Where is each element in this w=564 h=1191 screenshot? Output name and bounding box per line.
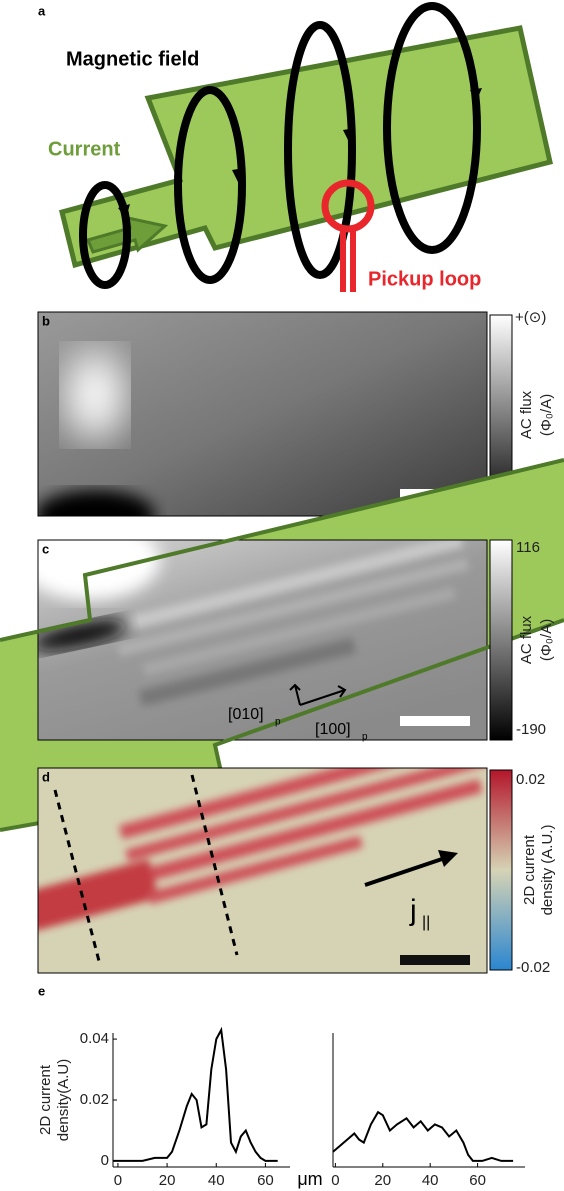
crystal-axes bbox=[289, 683, 347, 706]
scale-bar bbox=[400, 955, 470, 965]
x-tick-label: 0 bbox=[331, 1172, 339, 1189]
colorbar-max: +(⊙) bbox=[515, 309, 546, 326]
colorbar-unit: (Φ₀/A) bbox=[538, 619, 555, 661]
pickup-loop bbox=[321, 179, 375, 292]
y-axis-label: 2D current bbox=[37, 1064, 54, 1135]
colorbar-unit: (Φ₀/A) bbox=[538, 394, 555, 436]
axis-label: [010] bbox=[228, 706, 264, 723]
flux-map bbox=[38, 540, 487, 740]
current-map bbox=[38, 768, 487, 973]
arrow-subscript: || bbox=[422, 914, 430, 931]
colorbar-max: 116 bbox=[516, 539, 540, 556]
arrow-label: j bbox=[409, 894, 417, 927]
panel-d: d j || 0.02 -0.02 2D current density (A.… bbox=[37, 767, 556, 976]
x-tick-label: 60 bbox=[469, 1172, 486, 1189]
x-tick-label: 20 bbox=[374, 1172, 391, 1189]
pickup-label: Pickup loop bbox=[368, 268, 481, 290]
field-loops bbox=[79, 2, 481, 289]
panel-label: d bbox=[42, 769, 50, 784]
y-tick-label: 0.02 bbox=[80, 1091, 109, 1108]
x-tick-label: 40 bbox=[422, 1172, 439, 1189]
colorbar-title: density (A.U.) bbox=[539, 825, 556, 916]
line bbox=[332, 1110, 514, 1162]
sample-shape bbox=[58, 25, 553, 269]
colorbar-title: 2D current bbox=[521, 834, 538, 905]
colorbar-min: -190 bbox=[516, 721, 546, 738]
colorbar-min: -0.02 bbox=[516, 959, 550, 976]
panel-label: e bbox=[38, 983, 45, 998]
panel-label: a bbox=[38, 3, 46, 18]
colorbar bbox=[489, 539, 513, 741]
y-tick-label: 0.04 bbox=[80, 1030, 109, 1047]
panel-c: c [010] p [100] p 116 -190 AC flux (Φ₀/A… bbox=[0, 458, 564, 832]
y-axis-label: density(A.U) bbox=[55, 1059, 72, 1142]
x-tick-label: 0 bbox=[114, 1172, 122, 1189]
colorbar-max: 0.02 bbox=[516, 771, 545, 788]
colorbar-title: AC flux bbox=[518, 615, 535, 664]
x-tick-label: 20 bbox=[159, 1172, 176, 1189]
field-arrowheads bbox=[118, 88, 482, 218]
x-axis-label: μm bbox=[297, 1169, 322, 1189]
colorbar bbox=[489, 769, 513, 971]
line bbox=[113, 1026, 278, 1162]
cut-lines bbox=[53, 774, 239, 966]
x-tick-label: 40 bbox=[208, 1172, 225, 1189]
panel-a: a Magnetic field Current Pickup loop bbox=[38, 2, 553, 292]
axis-label: [100] bbox=[315, 721, 351, 738]
colorbar-title: AC flux bbox=[518, 390, 535, 439]
panel-label: c bbox=[42, 541, 49, 556]
flux-map bbox=[38, 312, 487, 516]
current-label: Current bbox=[48, 138, 121, 160]
field-label: Magnetic field bbox=[66, 48, 199, 70]
current-arrow bbox=[364, 850, 458, 887]
y-tick-label: 0 bbox=[101, 1152, 109, 1169]
axis-subscript: p bbox=[362, 732, 368, 743]
x-tick-label: 60 bbox=[257, 1172, 274, 1189]
panel-b: b +(⊙) -(⊗) AC flux (Φ₀/A) bbox=[37, 309, 555, 517]
panel-label: b bbox=[42, 313, 50, 328]
axis-subscript: p bbox=[275, 717, 281, 728]
scale-bar bbox=[400, 716, 470, 726]
